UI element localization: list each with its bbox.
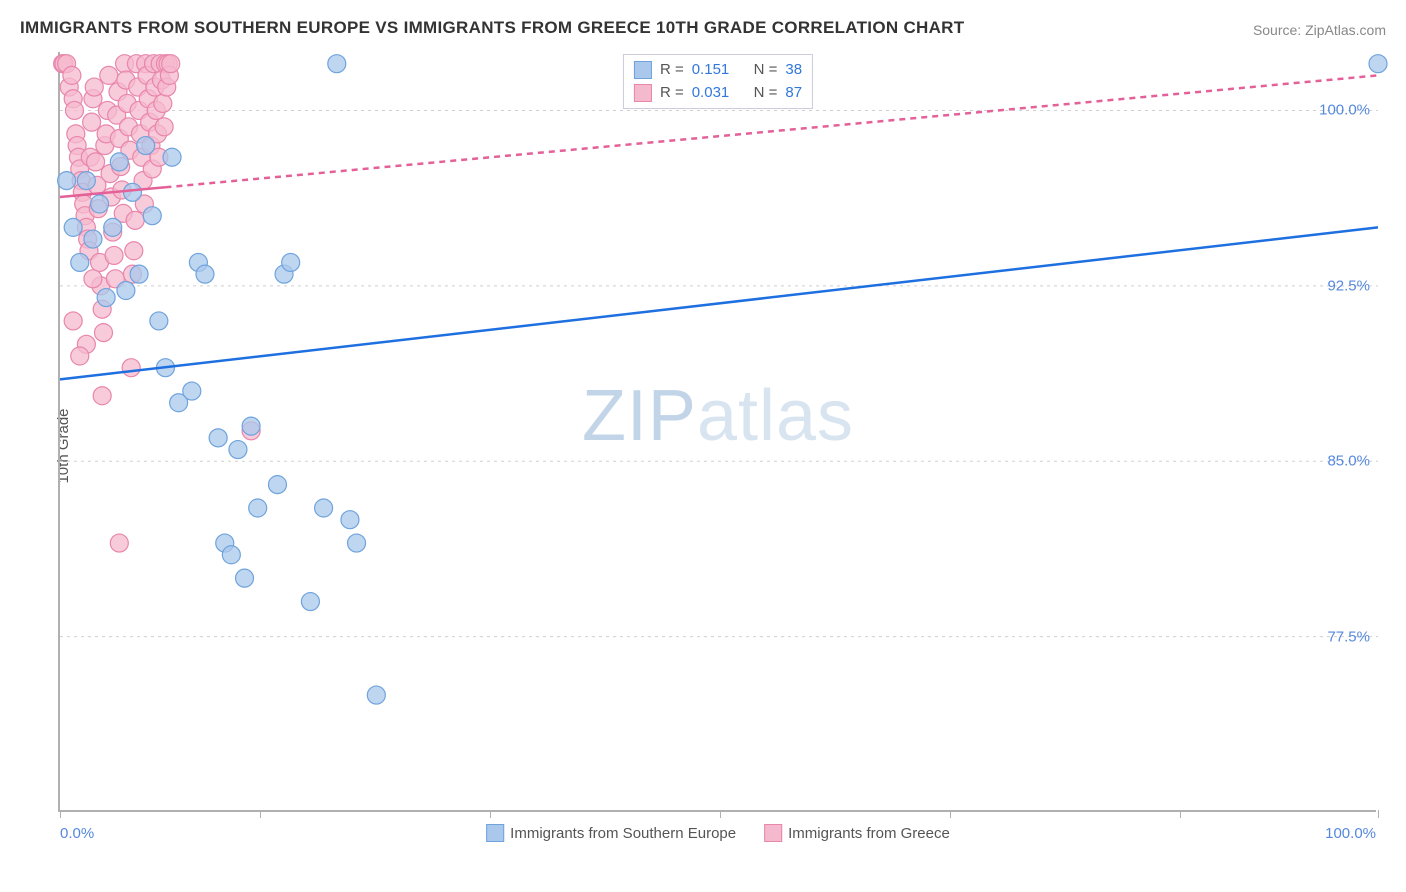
x-tick	[60, 810, 61, 818]
legend-swatch-blue	[634, 61, 652, 79]
x-tick	[720, 810, 721, 818]
n-prefix: N =	[754, 59, 778, 82]
n-value-pink: 87	[785, 82, 802, 105]
legend-swatch-pink-icon	[764, 824, 782, 842]
x-tick	[260, 810, 261, 818]
x-tick	[1180, 810, 1181, 818]
source-prefix: Source:	[1253, 22, 1305, 38]
x-axis-label-min: 0.0%	[60, 825, 94, 842]
y-tick-label: 100.0%	[1319, 102, 1370, 119]
plot-svg	[60, 52, 1376, 810]
legend-label-blue: Immigrants from Southern Europe	[510, 825, 736, 842]
x-tick	[950, 810, 951, 818]
source-attribution: Source: ZipAtlas.com	[1253, 22, 1386, 38]
legend-label-pink: Immigrants from Greece	[788, 825, 950, 842]
r-value-pink: 0.031	[692, 82, 730, 105]
x-axis-label-max: 100.0%	[1325, 825, 1376, 842]
chart-title: IMMIGRANTS FROM SOUTHERN EUROPE VS IMMIG…	[20, 18, 964, 38]
series-legend: Immigrants from Southern Europe Immigran…	[486, 824, 950, 842]
legend-item-pink: Immigrants from Greece	[764, 824, 950, 842]
legend-row-pink: R = 0.031 N = 87	[634, 82, 802, 105]
y-tick-label: 85.0%	[1327, 453, 1370, 470]
y-tick-label: 92.5%	[1327, 277, 1370, 294]
legend-swatch-pink	[634, 84, 652, 102]
r-prefix: R =	[660, 82, 684, 105]
legend-item-blue: Immigrants from Southern Europe	[486, 824, 736, 842]
legend-swatch-blue-icon	[486, 824, 504, 842]
r-value-blue: 0.151	[692, 59, 730, 82]
plot-area: ZIPatlas 100.0%92.5%85.0%77.5% 0.0% 100.…	[58, 52, 1376, 812]
r-prefix: R =	[660, 59, 684, 82]
source-link[interactable]: ZipAtlas.com	[1305, 22, 1386, 38]
x-tick	[1378, 810, 1379, 818]
n-value-blue: 38	[785, 59, 802, 82]
y-tick-label: 77.5%	[1327, 628, 1370, 645]
x-tick	[490, 810, 491, 818]
correlation-legend: R = 0.151 N = 38 R = 0.031 N = 87	[623, 54, 813, 109]
n-prefix: N =	[754, 82, 778, 105]
legend-row-blue: R = 0.151 N = 38	[634, 59, 802, 82]
